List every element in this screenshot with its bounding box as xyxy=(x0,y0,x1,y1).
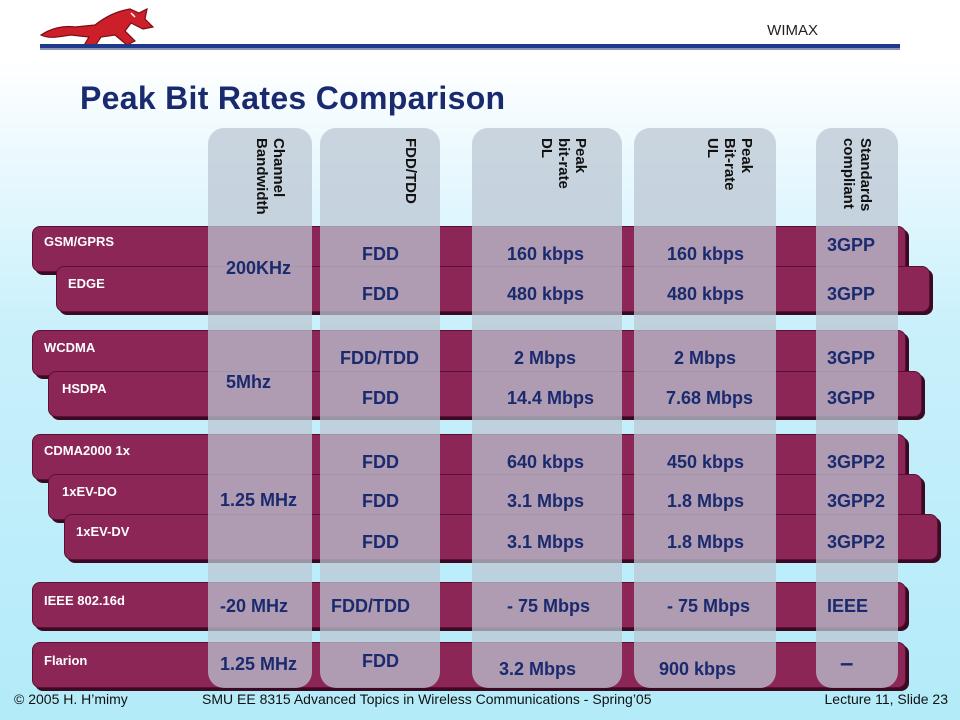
cell-bandwidth-wcdma-group: 5Mhz xyxy=(226,372,271,392)
footer-course: SMU EE 8315 Advanced Topics in Wireless … xyxy=(202,691,652,707)
cell-dl-gsm: 160 kbps xyxy=(507,244,585,264)
cell-bandwidth-ieee: -20 MHz xyxy=(220,596,289,616)
cell-ul-edge: 480 kbps xyxy=(667,284,745,304)
row-label-gsm: GSM/GPRS xyxy=(44,234,115,249)
column-header-dl: Peak bit-rate DL xyxy=(538,138,589,189)
row-label-wcdma: WCDMA xyxy=(44,340,96,355)
row-label-flarion: Flarion xyxy=(44,653,88,668)
cell-ul-wcdma: 2 Mbps xyxy=(674,348,737,368)
column-header-bandwidth: Channel Bandwidth xyxy=(253,138,287,215)
cell-std-gsm: 3GPP xyxy=(827,235,876,255)
cell-std-wcdma: 3GPP xyxy=(827,348,876,368)
mustang-logo xyxy=(39,7,155,50)
slide-title: Peak Bit Rates Comparison xyxy=(80,80,506,116)
column-header-duplex: FDD/TDD xyxy=(402,138,419,204)
cell-duplex-hsdpa: FDD xyxy=(362,388,399,408)
cell-ul-evdo: 1.8 Mbps xyxy=(667,491,745,511)
row-label-evdv: 1xEV-DV xyxy=(76,524,130,539)
column-band-ul xyxy=(634,128,776,688)
column-band-duplex xyxy=(320,128,440,688)
cell-dl-hsdpa: 14.4 Mbps xyxy=(507,388,595,408)
cell-dl-wcdma: 2 Mbps xyxy=(514,348,577,368)
cell-std-flarion: – xyxy=(840,650,854,677)
row-label-ieee: IEEE 802.16d xyxy=(44,593,125,608)
cell-std-evdo: 3GPP2 xyxy=(827,491,886,511)
header-rule xyxy=(40,44,900,50)
cell-ul-flarion: 900 kbps xyxy=(659,659,737,679)
row-label-edge: EDGE xyxy=(68,276,105,291)
cell-ul-gsm: 160 kbps xyxy=(667,244,745,264)
cell-dl-evdv: 3.1 Mbps xyxy=(507,532,585,552)
cell-duplex-flarion: FDD xyxy=(362,651,399,671)
cell-ul-ieee: - 75 Mbps xyxy=(667,596,751,616)
column-band-bandwidth xyxy=(208,128,312,688)
cell-dl-evdo: 3.1 Mbps xyxy=(507,491,585,511)
cell-dl-flarion: 3.2 Mbps xyxy=(499,659,577,679)
cell-dl-edge: 480 kbps xyxy=(507,284,585,304)
cell-dl-ieee: - 75 Mbps xyxy=(507,596,591,616)
cell-duplex-gsm: FDD xyxy=(362,244,399,264)
row-label-hsdpa: HSDPA xyxy=(62,381,107,396)
row-label-evdo: 1xEV-DO xyxy=(62,484,117,499)
footer-slide: Lecture 11, Slide 23 xyxy=(824,691,949,707)
cell-std-cdma: 3GPP2 xyxy=(827,452,886,472)
cell-duplex-evdo: FDD xyxy=(362,491,399,511)
cell-bandwidth-gsm-group: 200KHz xyxy=(226,258,292,278)
cell-duplex-cdma: FDD xyxy=(362,452,399,472)
cell-ul-evdv: 1.8 Mbps xyxy=(667,532,745,552)
column-header-standards: Standards compliant xyxy=(840,138,874,212)
column-band-dl xyxy=(472,128,622,688)
footer-copyright: © 2005 H. H’mimy xyxy=(14,691,128,707)
cell-duplex-wcdma: FDD/TDD xyxy=(340,348,419,368)
column-band-standards xyxy=(816,128,898,688)
cell-duplex-ieee: FDD/TDD xyxy=(331,596,410,616)
cell-duplex-evdv: FDD xyxy=(362,532,399,552)
cell-std-hsdpa: 3GPP xyxy=(827,388,876,408)
cell-dl-cdma: 640 kbps xyxy=(507,452,585,472)
header-label: WIMAX xyxy=(767,22,818,39)
cell-std-evdv: 3GPP2 xyxy=(827,532,886,552)
cell-bandwidth-flarion: 1.25 MHz xyxy=(220,654,298,674)
row-label-cdma: CDMA2000 1x xyxy=(44,443,130,458)
cell-bandwidth-cdma-group: 1.25 MHz xyxy=(220,490,298,510)
cell-duplex-edge: FDD xyxy=(362,284,399,304)
cell-ul-hsdpa: 7.68 Mbps xyxy=(666,388,754,408)
cell-std-edge: 3GPP xyxy=(827,284,876,304)
cell-std-ieee: IEEE xyxy=(827,596,869,616)
cell-ul-cdma: 450 kbps xyxy=(667,452,745,472)
column-header-ul: Peak Bit-rate UL xyxy=(704,138,755,191)
